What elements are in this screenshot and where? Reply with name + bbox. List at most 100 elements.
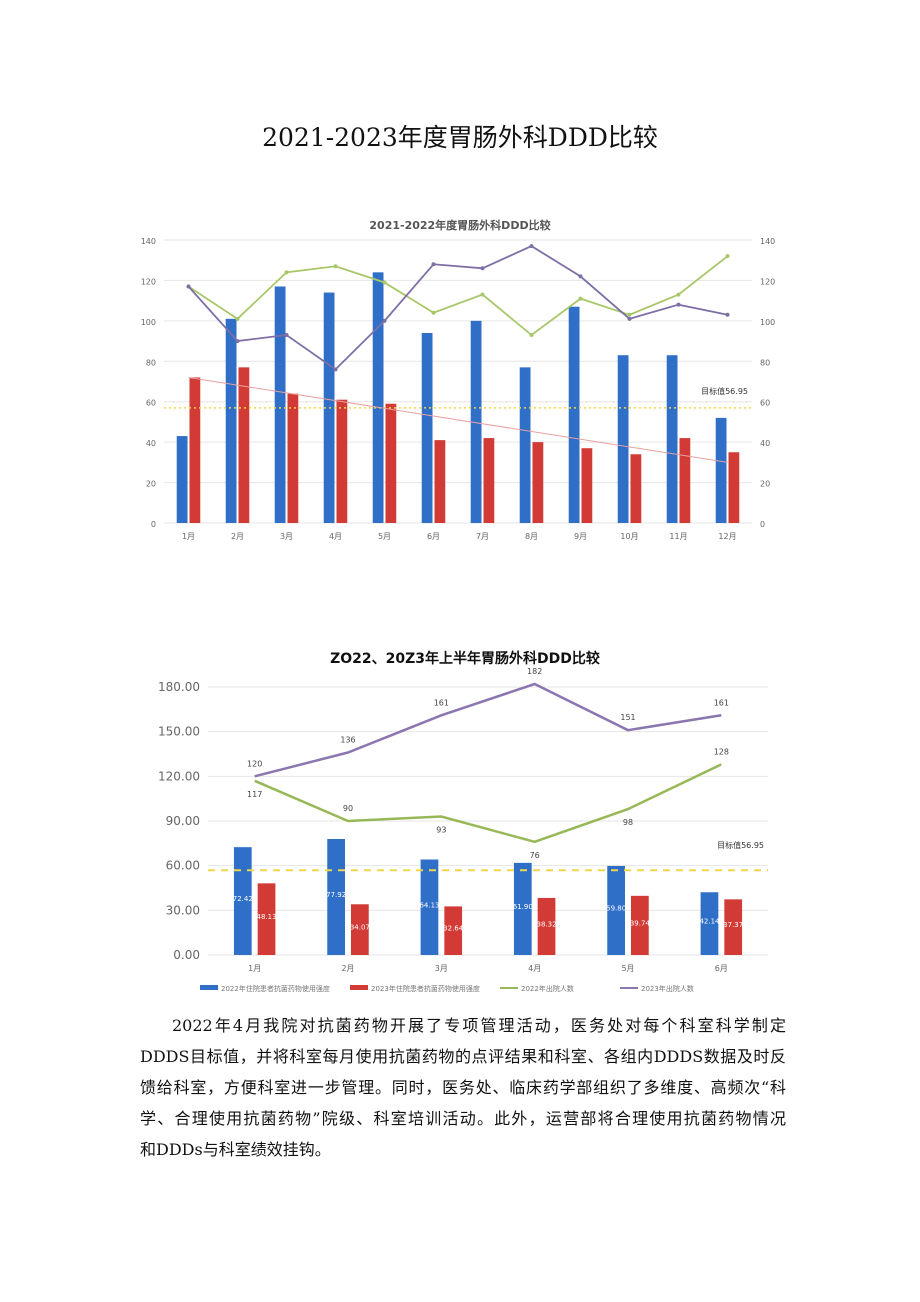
- line-point: [382, 280, 387, 285]
- legend-swatch: [350, 985, 368, 990]
- x-tick-label: 10月: [620, 532, 638, 541]
- bar: [444, 906, 463, 955]
- line-point: [382, 318, 387, 323]
- y-tick-label: 120.00: [158, 769, 200, 783]
- y-tick-label: 0.00: [173, 948, 200, 962]
- x-tick-label: 5月: [621, 964, 634, 973]
- line-data-label: 76: [530, 851, 540, 860]
- series-line: [254, 682, 722, 778]
- chart-svg: 2021-2022年度胃肠外科DDD比较 0 0 20 20 40 40 60 60 80 80 10…: [141, 218, 776, 541]
- target-label: 目标值56.95: [717, 840, 764, 850]
- y-tick-label: 80: [146, 358, 156, 367]
- x-tick-label: 9月: [574, 532, 587, 541]
- bar: [607, 865, 625, 955]
- bar: [336, 399, 348, 523]
- paragraph-line: 2022年4月我院对抗菌药物开展了专项管理活动，医务处对每个科室科学制定: [172, 1016, 786, 1035]
- x-tick-label: 1月: [182, 532, 195, 541]
- bar-data-label: 42.14: [699, 918, 720, 926]
- x-tick-label: 4月: [528, 964, 541, 973]
- y-tick-label: 60: [146, 399, 156, 408]
- bar-data-label: 61.90: [513, 903, 533, 911]
- bar: [581, 448, 593, 523]
- bar: [327, 838, 345, 955]
- bar: [225, 318, 237, 523]
- y2-tick-label: 60: [760, 399, 770, 408]
- target-label: 目标值56.95: [701, 386, 748, 396]
- y-tick-label: 30.00: [166, 903, 200, 917]
- line-point: [578, 274, 583, 279]
- line-data-label: 90: [343, 804, 353, 813]
- y-tick-label: 40: [146, 439, 156, 448]
- line-point: [284, 270, 289, 275]
- legend-label: 2023年住院患者抗菌药物使用强度: [371, 984, 480, 993]
- bar: [666, 355, 678, 523]
- x-tick-label: 6月: [427, 532, 440, 541]
- bar: [532, 442, 544, 523]
- bar: [421, 332, 433, 523]
- x-tick-label: 5月: [378, 532, 391, 541]
- x-tick-label: 2月: [231, 532, 244, 541]
- paragraph-line: DDDS目标值，并将科室每月使用抗菌药物的点评结果和科室、各组内DDDS数据及时…: [140, 1047, 786, 1066]
- bar: [568, 306, 580, 523]
- bar: [470, 320, 482, 523]
- line-point: [284, 333, 289, 338]
- document-title: 2021-2023年度胃肠外科DDD比较: [262, 123, 658, 152]
- y-tick-label: 180.00: [158, 680, 200, 694]
- line-point: [186, 284, 191, 289]
- line-data-label: 120: [247, 759, 262, 768]
- bar-data-label: 64.13: [419, 901, 439, 909]
- line-data-label: 136: [340, 736, 355, 745]
- bar: [420, 859, 439, 955]
- line-point: [431, 310, 436, 315]
- paragraph-line: 和DDDs与科室绩效挂钩。: [140, 1140, 331, 1159]
- bar-data-label: 59.80: [606, 904, 626, 912]
- line-data-label: 98: [623, 818, 633, 827]
- x-tick-label: 4月: [329, 532, 342, 541]
- bar: [513, 862, 532, 955]
- paragraph-line: 馈给科室，方便科室进一步管理。同时，医务处、临床药学部组织了多维度、高频次“科: [140, 1078, 786, 1097]
- series-line: [187, 245, 728, 371]
- line-data-label: 161: [714, 698, 729, 707]
- line-point: [627, 316, 632, 321]
- line-point: [627, 312, 632, 317]
- line-point: [235, 316, 240, 321]
- y-tick-label: 100: [141, 318, 156, 327]
- chart-title: ZO22、20Z3年上半年胃肠外科DDD比较: [330, 650, 600, 667]
- x-tick-label: 6月: [715, 964, 728, 973]
- bar: [351, 904, 369, 955]
- bar: [372, 272, 384, 523]
- series-line: [188, 255, 729, 337]
- x-tick-label: 7月: [476, 532, 489, 541]
- legend-label: 2022年住院患者抗菌药物使用强度: [221, 984, 330, 993]
- bar: [630, 454, 642, 523]
- line-point: [725, 312, 730, 317]
- bar: [483, 438, 495, 523]
- y2-tick-label: 120: [760, 277, 775, 286]
- bar-data-label: 32.64: [443, 925, 464, 933]
- line-point: [333, 367, 338, 372]
- x-tick-label: 1月: [248, 964, 261, 973]
- line-point: [578, 296, 583, 301]
- bar: [537, 897, 556, 955]
- bar: [631, 895, 649, 955]
- line-point: [333, 264, 338, 269]
- bar-data-label: 77.92: [326, 891, 346, 899]
- bar-data-label: 38.32: [537, 920, 557, 928]
- legend-swatch: [200, 985, 218, 990]
- x-tick-label: 3月: [280, 532, 293, 541]
- line-data-label: 93: [436, 826, 446, 835]
- bar: [700, 892, 719, 955]
- legend-label: 2022年出院人数: [521, 984, 574, 993]
- y2-tick-label: 0: [760, 520, 765, 529]
- x-tick-label: 8月: [525, 532, 538, 541]
- line-point: [480, 266, 485, 271]
- bar: [233, 847, 252, 955]
- y-tick-label: 60.00: [166, 859, 200, 873]
- y2-tick-label: 80: [760, 358, 770, 367]
- y-tick-label: 140: [141, 237, 156, 246]
- y-tick-label: 120: [141, 277, 156, 286]
- y-tick-label: 20: [146, 480, 156, 489]
- bar: [434, 440, 446, 523]
- chart-2022-2023-h1: ZO22、20Z3年上半年胃肠外科DDD比较 0.00 30.00 60.00 90.0…: [150, 645, 780, 995]
- bar-data-label: 48.13: [257, 913, 277, 921]
